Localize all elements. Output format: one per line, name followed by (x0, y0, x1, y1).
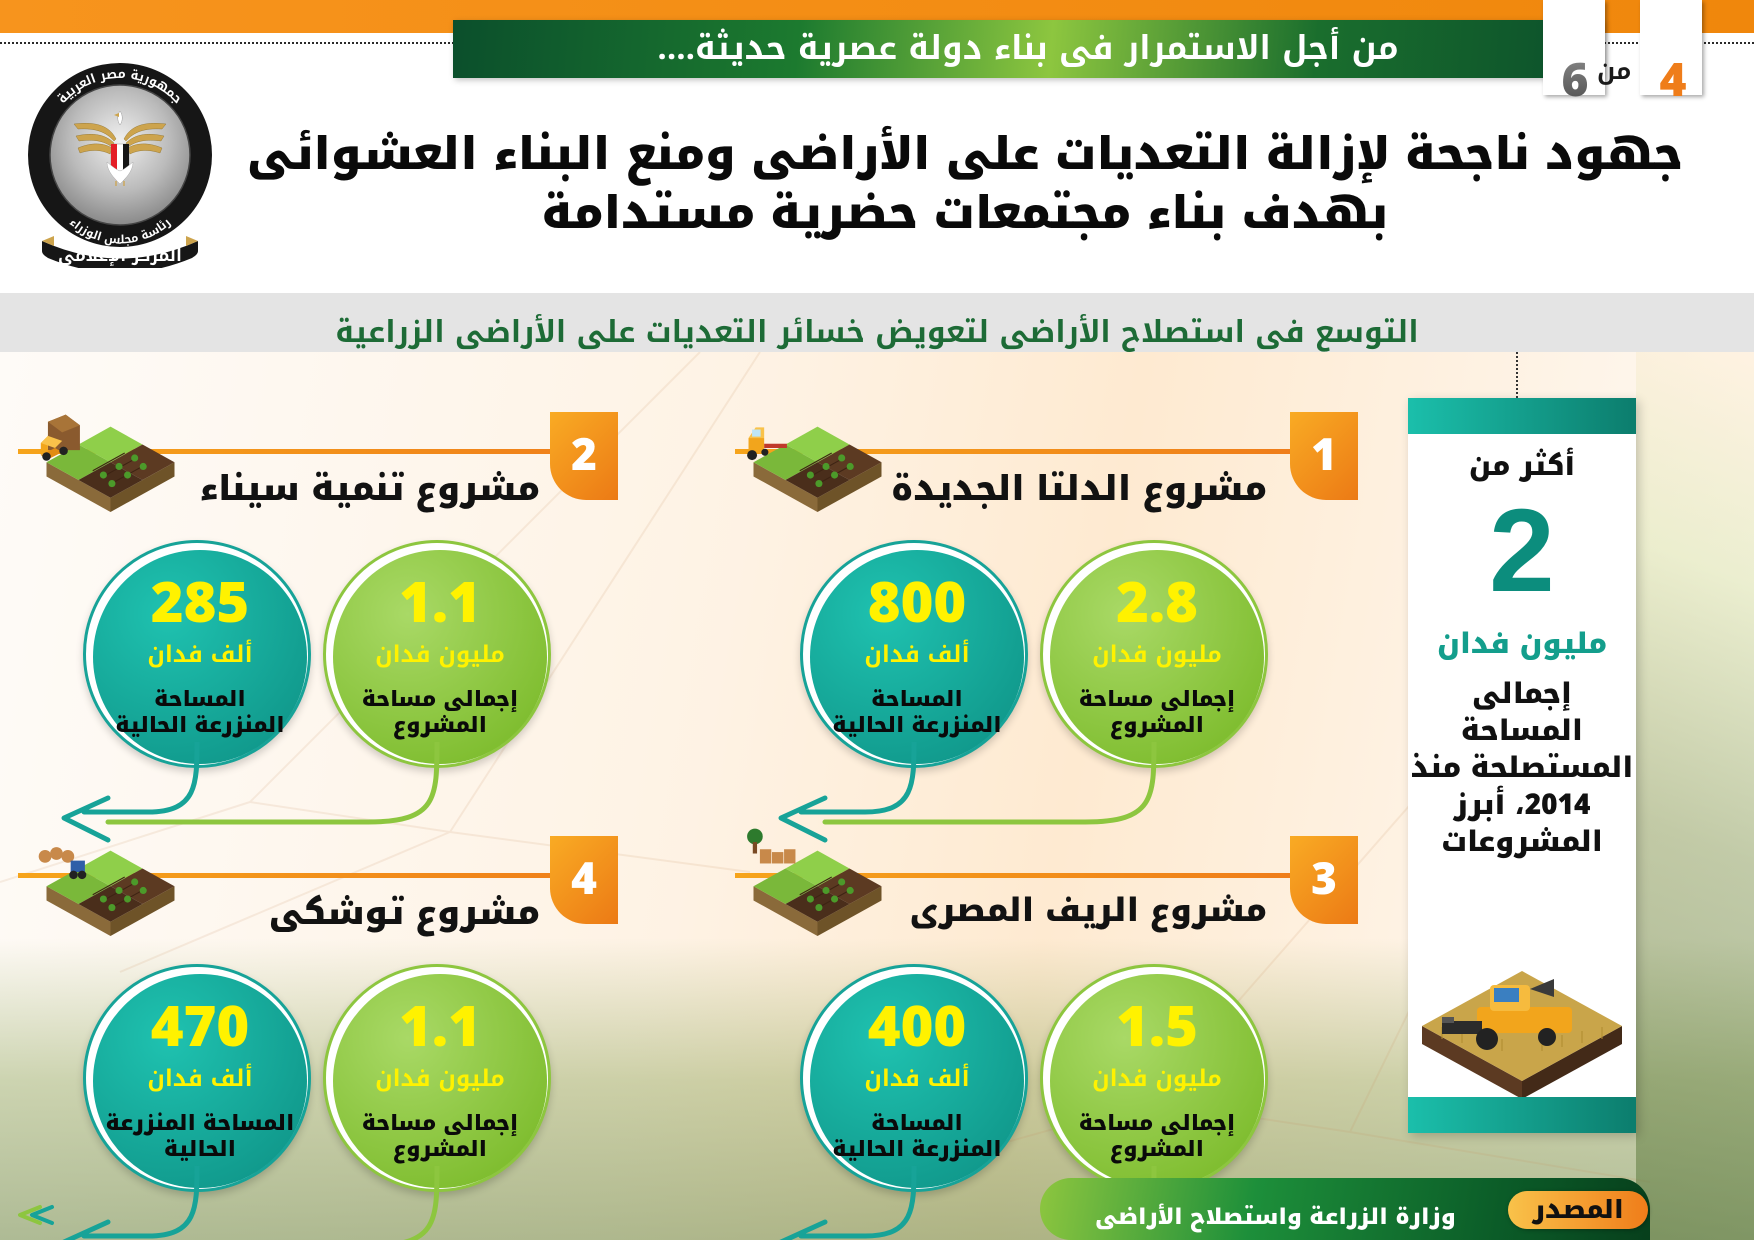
svg-text:المركز الإعلامى: المركز الإعلامى (58, 240, 182, 268)
